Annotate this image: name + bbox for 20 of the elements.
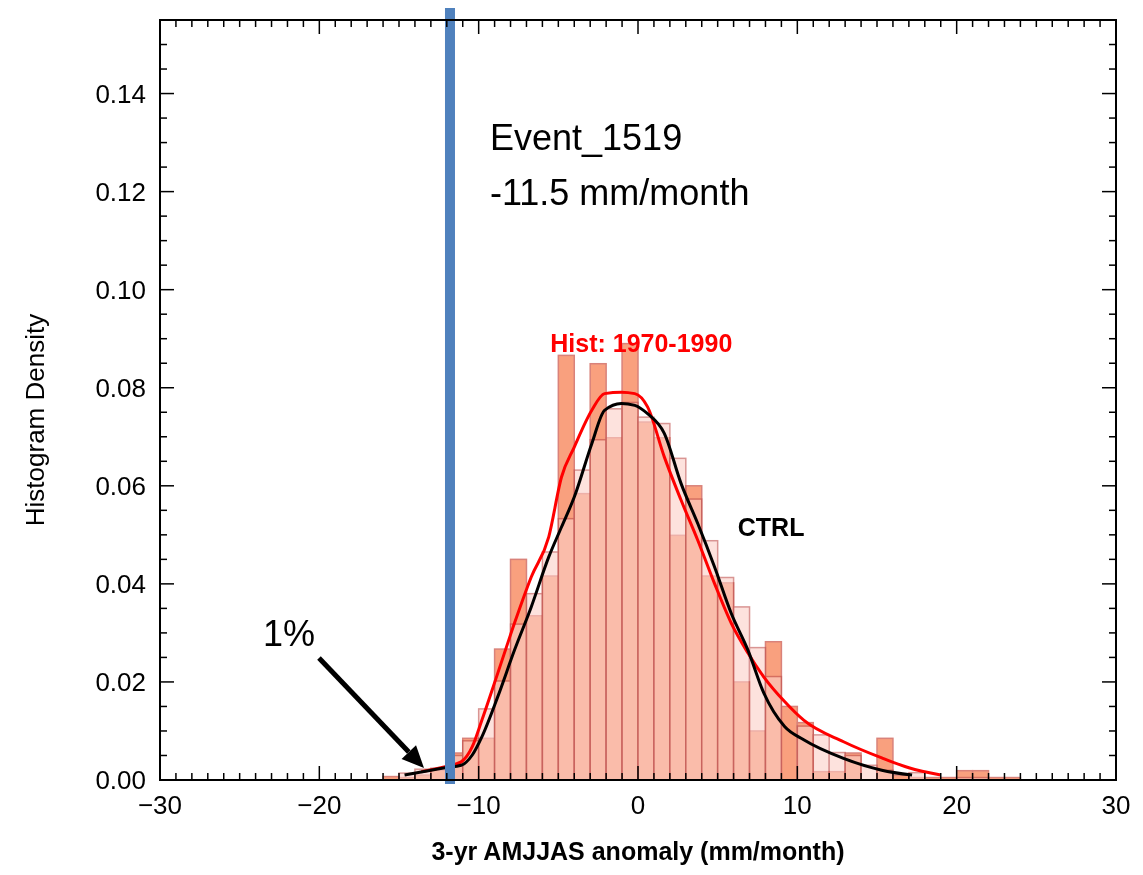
y-tick-label: 0.08 [95, 372, 146, 403]
x-tick-label: 20 [942, 790, 972, 820]
annotation: Event_1519 [489, 117, 683, 158]
x-tick-label: 30 [1101, 790, 1131, 820]
annotation: -11.5 mm/month [489, 172, 750, 213]
x-tick-label: −20 [297, 790, 342, 820]
text: Hist: 1970-1990 [550, 329, 733, 358]
y-tick-label: 0.04 [95, 568, 146, 599]
x-tick-label: 0 [630, 790, 646, 820]
annotation: 1% [262, 613, 315, 654]
series-label: CTRL [737, 512, 805, 541]
y-tick-label: 0.06 [95, 470, 146, 501]
y-tick-label: 0.12 [95, 176, 146, 207]
y-axis-title: Histogram Density [20, 313, 50, 527]
y-tick-label: 0.10 [95, 274, 146, 305]
x-axis-title: 3-yr AMJJAS anomaly (mm/month) [431, 837, 845, 865]
x-tick-label: 10 [782, 790, 812, 820]
x-tick-label: −10 [456, 790, 501, 820]
y-tick-label: 0.14 [95, 78, 146, 109]
y-tick-label: 0.02 [95, 666, 146, 697]
